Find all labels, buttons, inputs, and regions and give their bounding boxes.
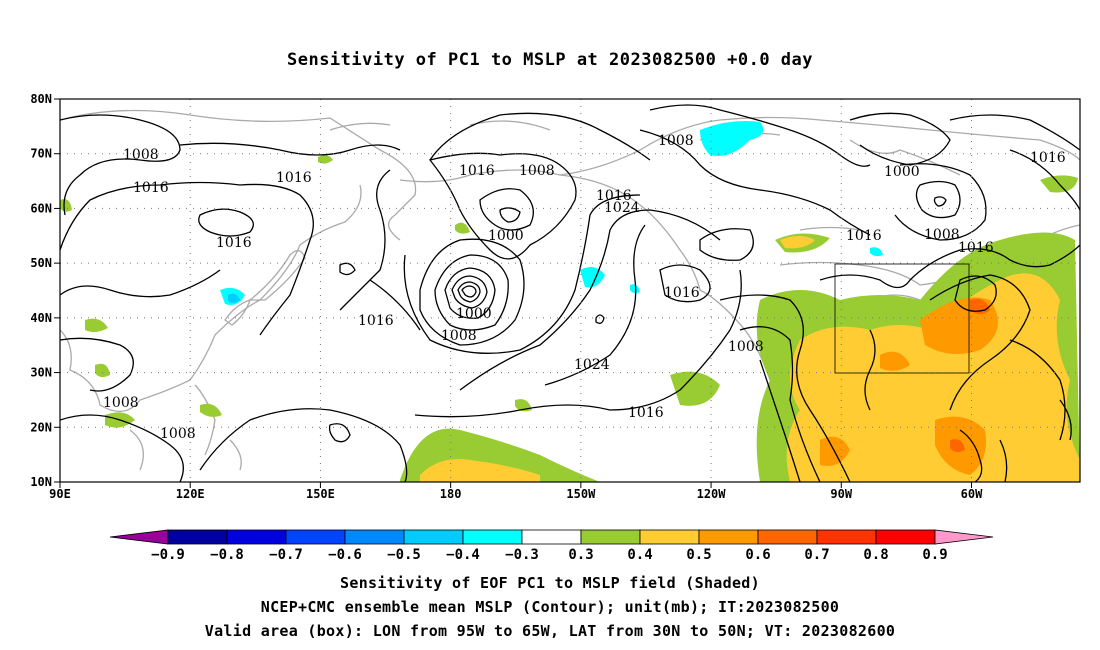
contour-label: 1016 bbox=[133, 180, 169, 196]
lat-label: 80N bbox=[30, 92, 52, 106]
shading-patch bbox=[870, 247, 883, 257]
colorbar-label: 0.9 bbox=[922, 547, 947, 563]
lon-axis: 90E 120E 150E 180 150W 120W 90W 60W bbox=[49, 482, 983, 501]
colorbar-label: 0.8 bbox=[863, 547, 888, 563]
shading-patch bbox=[455, 222, 470, 234]
plot-frame bbox=[59, 98, 1081, 483]
colorbar-segment bbox=[875, 529, 936, 545]
lon-label: 120W bbox=[697, 487, 727, 501]
shading-patch bbox=[228, 293, 240, 303]
colorbar-label: 0.6 bbox=[745, 547, 770, 563]
colorbar-label: −0.6 bbox=[328, 547, 362, 563]
shading-patch bbox=[85, 318, 108, 333]
colorbar-segment bbox=[462, 529, 523, 545]
contour-label: 1000 bbox=[488, 228, 524, 244]
shading-patch bbox=[95, 363, 110, 378]
contour-label: 1024 bbox=[604, 200, 640, 216]
contour-label: 1008 bbox=[658, 133, 694, 149]
contour-label: 1016 bbox=[628, 405, 664, 421]
lon-label: 150E bbox=[306, 487, 335, 501]
colorbar-segment bbox=[285, 529, 346, 545]
lat-axis: 80N 70N 60N 50N 40N 30N 20N 10N bbox=[30, 92, 60, 489]
contour-label: 1008 bbox=[519, 163, 555, 179]
shading-patch bbox=[786, 273, 1080, 482]
contour-label: 1008 bbox=[441, 328, 477, 344]
colorbar-label: −0.8 bbox=[210, 547, 244, 563]
lat-label: 60N bbox=[30, 201, 52, 215]
shading-patch bbox=[420, 459, 540, 482]
colorbar-segment bbox=[639, 529, 700, 545]
contour-label: 1008 bbox=[160, 426, 196, 442]
colorbar: −0.9 −0.8 −0.7 −0.6 −0.5 −0.4 −0.3 0.3 0.4 0.5 0.6… bbox=[109, 529, 994, 563]
gridlines bbox=[60, 99, 1080, 482]
colorbar-label: −0.3 bbox=[505, 547, 539, 563]
shading-patch bbox=[318, 155, 333, 164]
colorbar-label: 0.4 bbox=[627, 547, 652, 563]
colorbar-left-arrow bbox=[109, 529, 169, 545]
shading-patch bbox=[670, 371, 720, 406]
contour-label: 1000 bbox=[884, 164, 920, 180]
colorbar-label: 0.5 bbox=[686, 547, 711, 563]
lat-label: 30N bbox=[30, 366, 52, 380]
contour-label: 1016 bbox=[216, 235, 252, 251]
contour-label: 1016 bbox=[459, 163, 495, 179]
colorbar-segment bbox=[521, 529, 582, 545]
colorbar-segment bbox=[816, 529, 877, 545]
contour-label: 1008 bbox=[924, 227, 960, 243]
mslp-contours bbox=[60, 104, 1080, 482]
valid-area-box bbox=[834, 263, 970, 374]
shading-patch bbox=[630, 284, 640, 294]
contour-label: 1008 bbox=[728, 339, 764, 355]
shading-patch bbox=[700, 121, 764, 156]
lon-label: 90W bbox=[830, 487, 852, 501]
colorbar-label: −0.5 bbox=[387, 547, 421, 563]
colorbar-label: −0.9 bbox=[151, 547, 185, 563]
shading-patch bbox=[950, 439, 965, 453]
contour-label: 1024 bbox=[574, 357, 610, 373]
colorbar-segment bbox=[167, 529, 228, 545]
colorbar-segment bbox=[757, 529, 818, 545]
lon-label: 180 bbox=[440, 487, 462, 501]
shading-patch bbox=[200, 403, 222, 417]
map-title: Sensitivity of PC1 to MSLP at 2023082500… bbox=[286, 50, 813, 70]
shading-patch bbox=[880, 351, 910, 371]
lat-label: 20N bbox=[30, 420, 52, 434]
colorbar-segment bbox=[344, 529, 405, 545]
caption-line-2: NCEP+CMC ensemble mean MSLP (Contour); u… bbox=[260, 598, 840, 616]
colorbar-right-arrow bbox=[934, 529, 994, 545]
lon-label: 150W bbox=[566, 487, 596, 501]
colorbar-segment bbox=[698, 529, 759, 545]
lat-label: 10N bbox=[30, 475, 52, 489]
caption-line-3: Valid area (box): LON from 95W to 65W, L… bbox=[204, 622, 896, 640]
lon-label: 120E bbox=[176, 487, 205, 501]
colorbar-segment bbox=[580, 529, 641, 545]
caption-line-1: Sensitivity of EOF PC1 to MSLP field (Sh… bbox=[340, 574, 760, 592]
shading-patch bbox=[780, 236, 815, 249]
contour-label: 1016 bbox=[276, 170, 312, 186]
colorbar-label: −0.7 bbox=[269, 547, 303, 563]
colorbar-segment bbox=[226, 529, 287, 545]
contour-label: 1016 bbox=[1030, 150, 1066, 166]
contour-label: 1016 bbox=[846, 228, 882, 244]
colorbar-label: 0.7 bbox=[804, 547, 829, 563]
colorbar-segment bbox=[403, 529, 464, 545]
contour-label: 1016 bbox=[664, 285, 700, 301]
colorbar-label: −0.4 bbox=[446, 547, 480, 563]
contour-label: 1008 bbox=[103, 395, 139, 411]
lon-label: 90E bbox=[49, 487, 71, 501]
contour-label: 1008 bbox=[123, 147, 159, 163]
contour-label: 1000 bbox=[456, 306, 492, 322]
colorbar-label: 0.3 bbox=[568, 547, 593, 563]
contour-label: 1016 bbox=[596, 188, 632, 204]
lon-label: 60W bbox=[961, 487, 983, 501]
plot-content: 1008 1016 1016 1016 1016 1008 1016 1000 … bbox=[60, 99, 1080, 482]
lat-label: 70N bbox=[30, 147, 52, 161]
shading-patch bbox=[60, 199, 72, 212]
contour-label: 1016 bbox=[958, 240, 994, 256]
contour-label: 1016 bbox=[358, 313, 394, 329]
lat-label: 50N bbox=[30, 256, 52, 270]
lat-label: 40N bbox=[30, 311, 52, 325]
contour-labels: 1008 1016 1016 1016 1016 1008 1016 1000 … bbox=[103, 133, 1066, 442]
